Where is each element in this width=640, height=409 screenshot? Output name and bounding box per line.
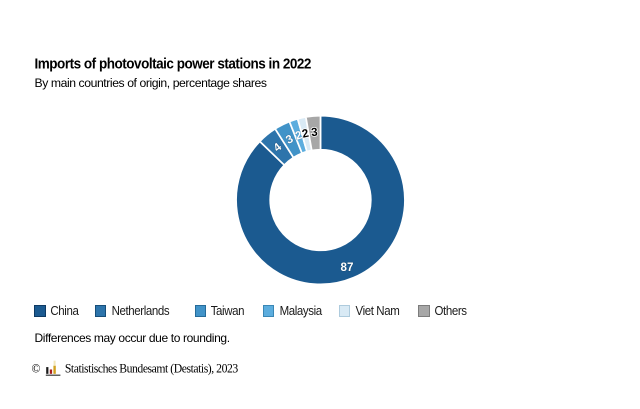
svg-text:2: 2 [301, 127, 310, 141]
svg-text:2: 2 [294, 128, 304, 142]
svg-text:87: 87 [341, 261, 354, 274]
svg-text:3: 3 [311, 126, 319, 140]
